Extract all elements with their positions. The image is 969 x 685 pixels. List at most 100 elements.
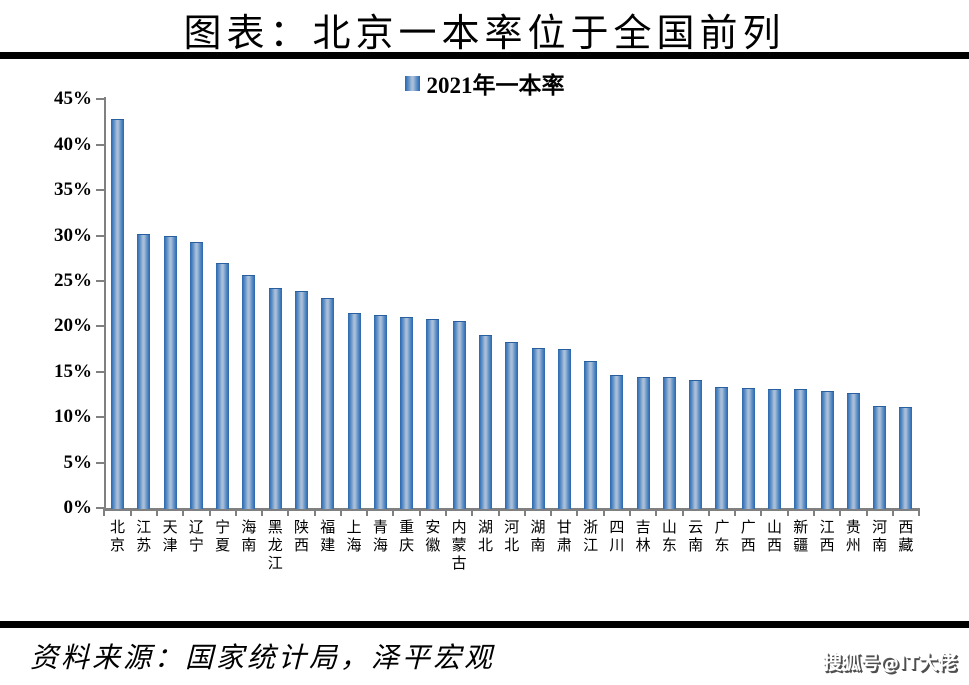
- y-tick-mark-5: [96, 280, 105, 282]
- x-tick-mark-31: [918, 511, 921, 516]
- bar-3: [189, 241, 203, 509]
- x-category-label-23: 广东: [714, 520, 730, 554]
- y-tick-mark-2: [96, 416, 105, 419]
- x-category-label-1: 江苏: [136, 520, 152, 554]
- x-tick-mark-18: [576, 511, 579, 516]
- x-tick-mark-16: [523, 511, 526, 516]
- x-category-label-26: 新疆: [793, 520, 809, 554]
- x-category-label-2: 天津: [162, 520, 178, 554]
- x-tick-mark-20: [629, 511, 631, 516]
- x-tick-mark-15: [497, 511, 500, 516]
- y-tick-mark-0: [96, 507, 105, 509]
- x-category-label-14: 湖北: [477, 520, 493, 554]
- bar-7: [295, 290, 308, 509]
- y-tick-mark-7: [96, 189, 105, 192]
- bar-14: [478, 335, 492, 509]
- bar-28: [846, 392, 860, 509]
- x-tick-mark-3: [182, 511, 185, 516]
- x-tick-mark-22: [681, 511, 684, 516]
- x-category-label-13: 内蒙古: [451, 520, 467, 572]
- x-category-label-17: 甘肃: [556, 520, 572, 554]
- bottom-separator-rule: [0, 621, 969, 628]
- x-category-label-18: 浙江: [583, 520, 599, 554]
- y-tick-label-4: 20%: [54, 315, 92, 337]
- x-category-label-24: 广西: [740, 520, 756, 554]
- bar-18: [584, 360, 598, 509]
- x-category-label-30: 西藏: [898, 520, 914, 554]
- x-tick-mark-26: [786, 511, 789, 516]
- x-category-label-8: 福建: [320, 520, 336, 554]
- y-tick-mark-3: [96, 370, 105, 373]
- x-category-label-29: 河南: [872, 520, 888, 554]
- bar-0: [111, 119, 125, 509]
- x-tick-mark-5: [234, 511, 237, 516]
- x-tick-mark-8: [313, 511, 316, 516]
- x-tick-mark-1: [129, 511, 132, 516]
- x-tick-mark-4: [208, 511, 211, 516]
- x-category-label-19: 四川: [609, 520, 625, 554]
- source-attribution: 资料来源：国家统计局，泽平宏观: [30, 643, 496, 674]
- bar-27: [820, 390, 834, 509]
- bar-23: [715, 387, 729, 509]
- bar-22: [689, 379, 703, 509]
- bar-24: [741, 388, 755, 509]
- y-tick-label-7: 35%: [54, 179, 92, 201]
- x-tick-mark-30: [891, 511, 894, 516]
- y-tick-mark-1: [96, 461, 105, 464]
- x-tick-mark-12: [418, 511, 421, 516]
- y-tick-mark-4: [96, 325, 105, 328]
- x-category-label-3: 辽宁: [188, 520, 204, 554]
- top-separator-rule: [0, 52, 969, 59]
- y-tick-mark-6: [96, 234, 105, 237]
- y-tick-mark-8: [96, 143, 105, 146]
- x-category-label-20: 吉林: [635, 520, 651, 554]
- bar-12: [426, 319, 440, 509]
- bar-21: [662, 377, 676, 509]
- x-category-label-12: 安徽: [425, 520, 441, 554]
- x-tick-mark-13: [445, 511, 448, 516]
- bar-10: [373, 314, 387, 509]
- y-tick-label-2: 10%: [54, 406, 92, 428]
- bar-16: [531, 348, 545, 509]
- y-tick-label-5: 25%: [54, 270, 92, 291]
- legend-series-label: 2021年一本率: [426, 73, 565, 98]
- y-tick-label-9: 45%: [54, 88, 92, 110]
- y-tick-mark-9: [96, 98, 105, 101]
- x-tick-mark-7: [287, 511, 290, 516]
- x-tick-mark-2: [155, 511, 158, 516]
- x-category-label-10: 青海: [372, 520, 388, 554]
- x-tick-mark-17: [550, 511, 553, 516]
- x-category-label-0: 北京: [110, 520, 126, 554]
- y-tick-label-3: 15%: [54, 360, 92, 382]
- bar-25: [768, 389, 782, 509]
- x-category-label-4: 宁夏: [215, 520, 231, 554]
- bar-26: [794, 389, 808, 509]
- bar-1: [137, 233, 151, 509]
- x-category-label-25: 山西: [767, 520, 783, 554]
- x-category-label-21: 山东: [661, 520, 677, 554]
- x-tick-mark-23: [707, 511, 710, 516]
- x-category-label-6: 黑龙江: [267, 520, 283, 572]
- x-category-label-27: 江西: [819, 520, 835, 554]
- bar-4: [216, 262, 230, 509]
- bar-6: [268, 288, 282, 509]
- bar-11: [400, 317, 414, 509]
- bar-20: [636, 377, 650, 509]
- x-tick-mark-24: [734, 511, 737, 516]
- x-tick-mark-6: [261, 511, 264, 516]
- x-tick-mark-27: [812, 511, 815, 516]
- x-category-label-16: 湖南: [530, 520, 546, 554]
- y-tick-label-1: 5%: [63, 451, 93, 473]
- bar-15: [505, 341, 519, 509]
- x-category-label-7: 陕西: [293, 520, 309, 554]
- x-tick-mark-29: [865, 511, 868, 516]
- watermark-text: 搜狐号@IT大佬: [822, 652, 957, 674]
- bar-13: [452, 320, 466, 509]
- x-tick-mark-11: [392, 511, 395, 516]
- y-tick-label-6: 30%: [54, 224, 92, 246]
- bar-30: [899, 407, 913, 509]
- x-category-label-11: 重庆: [399, 520, 415, 554]
- x-tick-mark-0: [103, 511, 106, 516]
- bar-5: [242, 274, 256, 509]
